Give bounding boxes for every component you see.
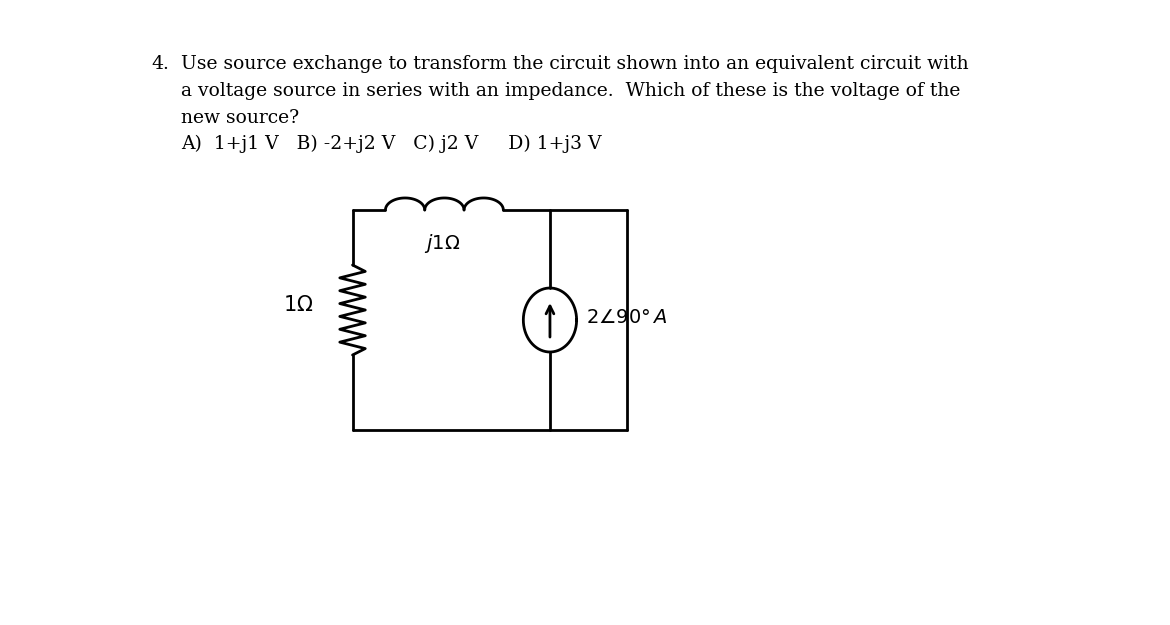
Text: Use source exchange to transform the circuit shown into an equivalent circuit wi: Use source exchange to transform the cir…	[181, 55, 969, 73]
Text: A)  1+j1 V   B) -2+j2 V   C) j2 V     D) 1+j3 V: A) 1+j1 V B) -2+j2 V C) j2 V D) 1+j3 V	[181, 135, 601, 153]
Text: 4.: 4.	[152, 55, 170, 73]
Text: new source?: new source?	[181, 109, 300, 127]
Text: a voltage source in series with an impedance.  Which of these is the voltage of : a voltage source in series with an imped…	[181, 82, 961, 100]
Text: $2\angle90°\,A$: $2\angle90°\,A$	[586, 309, 668, 327]
Text: $1\Omega$: $1\Omega$	[283, 295, 314, 315]
Text: $j1\Omega$: $j1\Omega$	[425, 232, 461, 255]
